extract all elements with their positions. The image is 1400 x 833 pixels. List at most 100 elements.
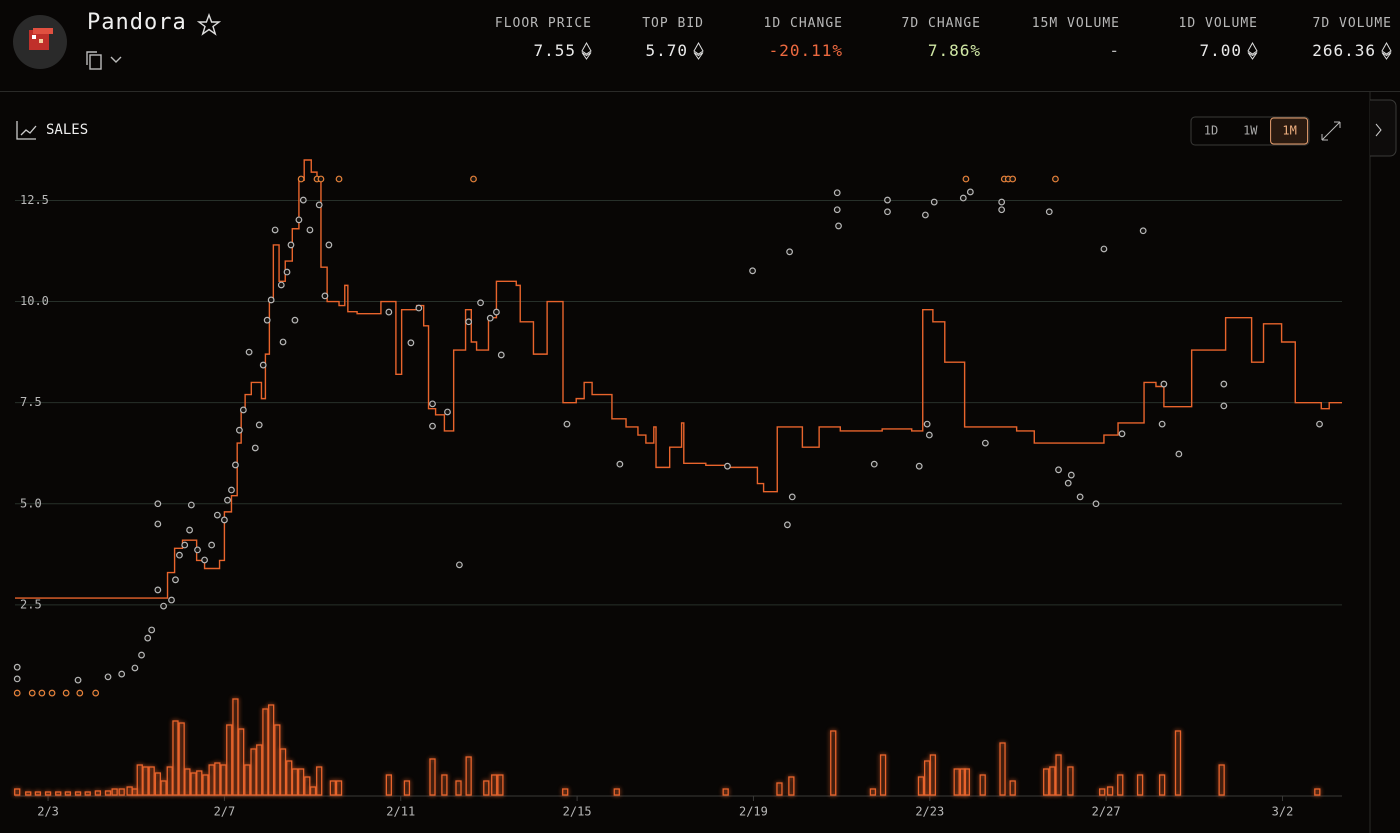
sales-panel: SALES 1D 1W 1M 2.5 5.0 7.5 10.0 12.5 2/3 2/7 2/11 2… [13, 92, 1397, 833]
sale-point [208, 541, 216, 549]
stat-value-text: -20.11% [768, 41, 843, 60]
sale-point [148, 626, 156, 634]
volume-bar [483, 780, 490, 796]
volume-bar [154, 772, 161, 796]
sale-point [13, 663, 21, 671]
volume-bar [220, 764, 227, 796]
sale-point [1009, 175, 1017, 183]
sale-point [1118, 430, 1126, 438]
volume-bar [111, 788, 118, 796]
sale-point [833, 189, 841, 197]
y-tick-label: 12.5 [20, 193, 49, 207]
collapse-button[interactable] [1321, 121, 1341, 141]
volume-bar [429, 758, 436, 796]
sale-point [235, 426, 243, 434]
volume-bar [297, 768, 305, 796]
volume-bar [1099, 788, 1106, 796]
x-tick-label: 2/11 [386, 805, 415, 819]
x-tick-label: 2/27 [1092, 805, 1121, 819]
sale-point [1158, 420, 1166, 428]
sale-point [181, 541, 189, 549]
volume-bar [238, 728, 245, 796]
volume-bar [267, 704, 275, 796]
sale-point [1076, 493, 1084, 501]
volume-bar [1049, 766, 1056, 796]
collection-header: Pandora FLOOR PRICE 7.55 TOP BID 5.70 1D CHA… [0, 0, 1400, 92]
stat-value: 7.86% [902, 41, 981, 60]
volume-bar [166, 766, 173, 796]
sale-point [228, 486, 235, 494]
volume-bar [1158, 774, 1166, 796]
range-label: 1W [1243, 124, 1258, 138]
sale-point [1160, 380, 1168, 388]
sale-point [998, 198, 1006, 206]
sale-point [786, 248, 793, 256]
volume-bar [999, 742, 1006, 796]
volume-bar [126, 786, 133, 796]
sale-point [477, 299, 484, 307]
sale-point [1175, 450, 1183, 458]
range-label: 1D [1204, 124, 1218, 138]
volume-bar [64, 791, 72, 796]
side-tab[interactable] [1370, 99, 1397, 157]
x-tick-label: 2/23 [915, 805, 944, 819]
sale-point [962, 175, 970, 183]
sale-point [213, 511, 221, 519]
panel-title: SALES [46, 122, 88, 138]
stat-value: -20.11% [764, 41, 843, 60]
sale-point [407, 339, 415, 347]
side-tab-arrow [1375, 123, 1382, 137]
sale-point [277, 281, 285, 289]
sale-point [251, 444, 259, 452]
sale-point [297, 175, 305, 183]
sale-point [28, 689, 36, 697]
volume-bar [208, 764, 215, 796]
volume-bar [142, 766, 149, 796]
volume-bar [923, 760, 931, 796]
volume-bar [1009, 780, 1016, 796]
range-button[interactable] [1270, 117, 1309, 145]
volume-bar [441, 774, 448, 796]
volume-bar [1218, 764, 1225, 796]
volume-bar [262, 708, 269, 796]
sale-point [724, 462, 731, 470]
x-tick-label: 2/15 [563, 805, 592, 819]
sale-point [13, 689, 21, 697]
volume-bar [335, 780, 343, 796]
sale-point [455, 561, 463, 569]
sale-point [788, 493, 796, 501]
sale-point [493, 308, 500, 316]
stat-value-text: - [1109, 41, 1120, 60]
volume-bar [55, 791, 62, 796]
volume-bar [776, 782, 783, 796]
sale-point [287, 241, 295, 249]
sale-point [263, 316, 271, 324]
range-label: 1M [1282, 124, 1296, 138]
volume-bar [244, 764, 251, 796]
sale-point [13, 675, 21, 683]
sale-point [1067, 471, 1075, 479]
volume-bar [196, 770, 203, 796]
volume-bar [953, 768, 960, 796]
sale-point [104, 673, 112, 681]
volume-bar [1043, 768, 1050, 796]
volume-bar [465, 756, 472, 796]
stat-label: 7D VOLUME [1312, 16, 1392, 31]
copy-menu[interactable] [85, 50, 129, 72]
volume-bar [491, 774, 498, 796]
x-tick-label: 3/2 [1272, 805, 1294, 819]
sale-point [221, 516, 228, 524]
sale-point [62, 689, 70, 697]
stat-label: TOP BID [642, 16, 704, 31]
sale-point [154, 500, 162, 508]
sale-point [317, 175, 325, 183]
stat-value-text: 266.36 [1312, 41, 1376, 60]
volume-bar [830, 730, 837, 796]
sale-point [1045, 208, 1053, 216]
volume-bar [25, 791, 32, 796]
sale-point [749, 267, 756, 275]
stat-value: 5.70 [642, 41, 704, 60]
y-tick-label: 2.5 [20, 597, 42, 611]
volume-bar [304, 776, 311, 796]
favorite-star[interactable] [197, 13, 221, 37]
